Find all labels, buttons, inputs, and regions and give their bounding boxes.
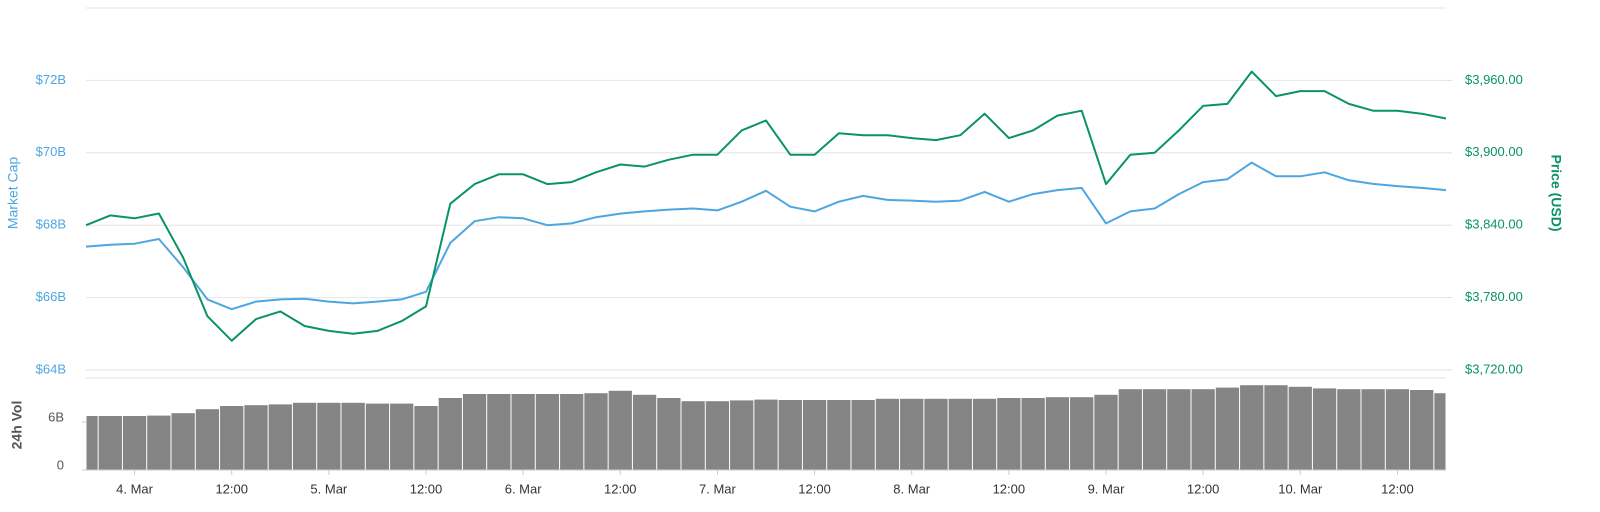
volume-bar — [657, 398, 681, 470]
volume-bar — [608, 390, 632, 470]
volume-bar — [560, 394, 584, 470]
x-tick-label: 12:00 — [604, 481, 637, 496]
volume-bar — [1385, 389, 1410, 470]
volume-axis-label: 24h Vol — [9, 401, 25, 450]
x-tick-label: 4. Mar — [116, 481, 154, 496]
volume-bar — [1410, 390, 1434, 470]
volume-bar — [438, 398, 462, 470]
volume-bar — [317, 402, 341, 470]
volume-bar — [511, 394, 535, 470]
volume-bar — [462, 394, 487, 470]
volume-bar — [851, 400, 875, 470]
x-tick-label: 5. Mar — [310, 481, 348, 496]
volume-bar — [900, 398, 924, 470]
volume-bar — [390, 403, 414, 470]
volume-bar — [122, 416, 147, 470]
volume-bar — [924, 398, 948, 470]
y-tick-label: $64B — [36, 361, 66, 376]
volume-bar — [414, 406, 438, 470]
volume-bar — [997, 398, 1021, 470]
volume-bar — [802, 400, 827, 470]
x-tick-label: 12:00 — [798, 481, 831, 496]
volume-bar — [292, 402, 317, 470]
volume-bar — [171, 413, 195, 470]
volume-bar — [1191, 389, 1215, 470]
volume-bar — [1288, 386, 1312, 470]
volume-bar — [487, 394, 511, 470]
y-tick-label: $68B — [36, 217, 66, 232]
volume-bar — [1337, 389, 1361, 470]
y2-axis-label: Price (USD) — [1548, 154, 1564, 231]
y2-tick-label: $3,780.00 — [1465, 289, 1523, 304]
volume-bar — [778, 400, 802, 470]
y-tick-label: $66B — [36, 289, 66, 304]
volume-bar — [341, 402, 365, 470]
x-tick-label: 6. Mar — [505, 481, 543, 496]
volume-bar — [86, 416, 98, 470]
volume-bar — [365, 403, 390, 470]
volume-bar — [1118, 389, 1142, 470]
volume-bar — [147, 415, 171, 470]
volume-bar — [1215, 387, 1240, 470]
y2-tick-label: $3,960.00 — [1465, 72, 1523, 87]
y2-tick-label: $3,900.00 — [1465, 144, 1523, 159]
x-tick-label: 12:00 — [215, 481, 248, 496]
series-line — [85, 161, 1447, 311]
x-tick-label: 12:00 — [993, 481, 1026, 496]
volume-bar — [1045, 397, 1070, 470]
volume-bar — [948, 398, 972, 470]
x-tick-label: 10. Mar — [1278, 481, 1323, 496]
volume-bar — [1312, 388, 1337, 470]
volume-bar — [1434, 393, 1446, 470]
volume-bar — [632, 394, 657, 470]
volume-bar — [220, 406, 244, 470]
volume-bar — [1021, 398, 1045, 470]
volume-bar — [98, 416, 122, 470]
y2-tick-label: $3,840.00 — [1465, 217, 1523, 232]
x-tick-label: 12:00 — [410, 481, 443, 496]
volume-bar — [754, 399, 778, 470]
y-tick-label: 0 — [57, 457, 64, 472]
volume-bar — [1070, 397, 1094, 470]
volume-bar — [268, 404, 292, 470]
volume-bar — [244, 405, 268, 470]
volume-bar — [1264, 385, 1288, 470]
volume-bar — [1240, 385, 1264, 470]
volume-bar — [730, 400, 754, 470]
y-tick-label: $72B — [36, 72, 66, 87]
y-axis-label: Market Cap — [5, 157, 21, 230]
x-tick-label: 7. Mar — [699, 481, 737, 496]
x-tick-label: 8. Mar — [893, 481, 931, 496]
x-tick-label: 12:00 — [1381, 481, 1414, 496]
y2-tick-label: $3,720.00 — [1465, 361, 1523, 376]
volume-bar — [875, 398, 900, 470]
y-tick-label: 6B — [48, 409, 64, 424]
volume-bar — [195, 409, 220, 470]
volume-bar — [1142, 389, 1167, 470]
x-tick-label: 9. Mar — [1088, 481, 1126, 496]
volume-bar — [681, 401, 705, 470]
volume-bar — [1094, 394, 1118, 470]
volume-bar — [535, 394, 560, 470]
y-tick-label: $70B — [36, 144, 66, 159]
volume-bar — [1167, 389, 1191, 470]
volume-bar — [705, 401, 730, 470]
x-tick-label: 12:00 — [1187, 481, 1220, 496]
volume-bar — [827, 400, 851, 470]
series-line — [85, 70, 1447, 342]
volume-bar — [1361, 389, 1385, 470]
volume-bar — [584, 393, 608, 470]
volume-bar — [972, 398, 997, 470]
